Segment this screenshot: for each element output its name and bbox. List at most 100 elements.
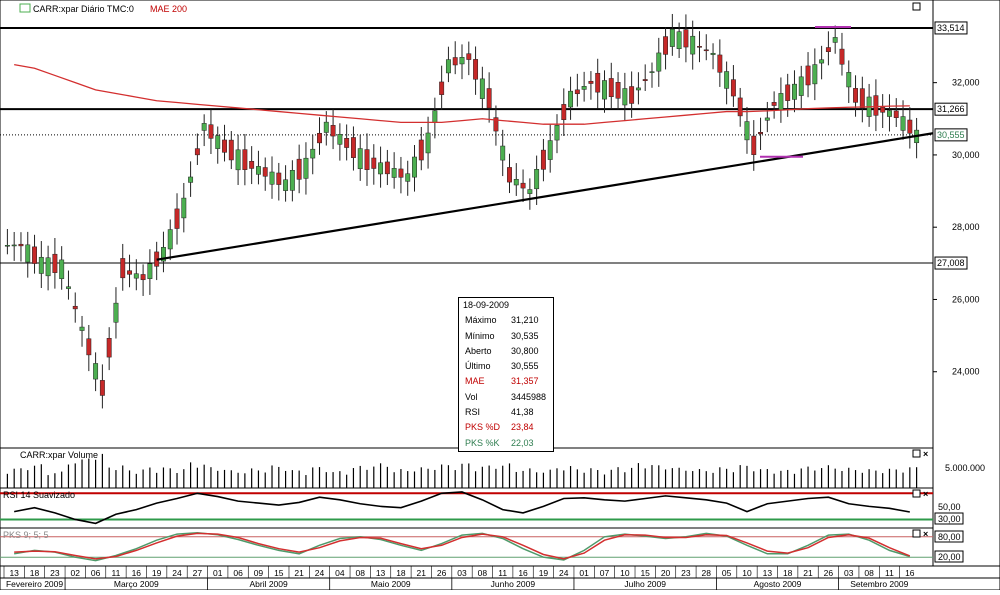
candle-body xyxy=(445,59,451,74)
candle-body xyxy=(880,106,886,113)
candle-body xyxy=(819,59,825,64)
tooltip-value: 30,555 xyxy=(511,361,539,372)
x-month-label: Setembro 2009 xyxy=(850,579,908,589)
candle-body xyxy=(907,119,913,134)
candle-body xyxy=(79,326,85,331)
candle-body xyxy=(52,253,58,273)
candle-body xyxy=(32,246,37,264)
maximize-icon[interactable] xyxy=(912,449,921,458)
x-day-label: 24 xyxy=(172,568,182,578)
x-month-label: Fevereiro 2009 xyxy=(6,579,63,589)
rsi-level-50: 50,00 xyxy=(938,502,961,512)
close-icon[interactable]: × xyxy=(923,449,928,459)
pks-level-80: 80,00 xyxy=(938,532,961,542)
candle-body xyxy=(737,97,743,117)
candle-body xyxy=(133,273,139,279)
close-icon[interactable]: × xyxy=(923,489,928,499)
candle-body xyxy=(459,57,465,65)
x-day-label: 01 xyxy=(579,568,589,578)
price-panel-controls[interactable] xyxy=(912,2,921,11)
candle-body xyxy=(113,302,119,323)
candle-body xyxy=(140,274,146,281)
candle-body xyxy=(391,168,397,178)
x-day-label: 07 xyxy=(600,568,610,578)
pks-panel-controls[interactable]: × xyxy=(912,529,928,539)
close-icon[interactable]: × xyxy=(923,529,928,539)
candle-body xyxy=(208,124,214,139)
candle-body xyxy=(493,117,499,132)
candle-body xyxy=(744,121,750,141)
candle-body xyxy=(513,179,519,186)
candle-body xyxy=(181,197,187,219)
x-day-label: 11 xyxy=(885,568,894,578)
x-day-label: 24 xyxy=(315,568,325,578)
pks-k-line xyxy=(14,531,911,562)
x-day-label: 03 xyxy=(457,568,467,578)
candle-body xyxy=(554,125,560,141)
x-day-label: 06 xyxy=(233,568,243,578)
candle-body xyxy=(242,149,248,170)
candle-body xyxy=(59,259,65,279)
candle-body xyxy=(792,83,797,100)
price-label-box xyxy=(934,102,968,116)
maximize-icon[interactable] xyxy=(912,2,921,11)
x-day-label: 06 xyxy=(91,568,101,578)
candle-body xyxy=(893,110,899,118)
candle-body xyxy=(384,161,390,175)
price-marks xyxy=(0,13,934,409)
x-day-label: 21 xyxy=(803,568,813,578)
rsi-panel-controls[interactable]: × xyxy=(912,489,928,499)
volume-panel xyxy=(0,447,934,489)
candle-body xyxy=(330,125,336,137)
price-label-box xyxy=(934,256,968,270)
x-day-label: 11 xyxy=(112,568,121,578)
volume-axis-label: 5.000.000 xyxy=(945,463,985,473)
volume-panel-controls[interactable]: × xyxy=(912,449,928,459)
candle-body xyxy=(540,149,546,170)
tooltip-row: Máximo 31,210 xyxy=(459,313,553,328)
price-label: 27,008 xyxy=(937,258,965,268)
x-day-label: 19 xyxy=(539,568,549,578)
axis-labels: 32,000 30,000 28,000 26,000 24,000 33,514 31,2… xyxy=(3,21,980,590)
candle-body xyxy=(418,139,424,161)
tooltip-row: Último 30,555 xyxy=(459,359,553,374)
rsi-level-30-box xyxy=(934,512,964,525)
candle-body xyxy=(235,149,241,171)
x-day-label: 16 xyxy=(518,568,528,578)
tooltip-row: Aberto 30,800 xyxy=(459,344,553,359)
x-month-label: Julho 2009 xyxy=(624,579,666,589)
candle-body xyxy=(371,157,377,169)
candle-body xyxy=(99,380,105,396)
x-day-label: 01 xyxy=(213,568,223,578)
pks-marks xyxy=(0,531,933,562)
candle-body xyxy=(568,90,574,108)
x-day-label: 11 xyxy=(498,568,507,578)
tooltip-value: 31,210 xyxy=(511,315,539,326)
x-day-label: 19 xyxy=(152,568,162,578)
x-day-label: 20 xyxy=(661,568,671,578)
candle-body xyxy=(161,247,166,262)
x-month-label: Abril 2009 xyxy=(249,579,288,589)
tooltip-rows: Máximo 31,210 Mínimo 30,535 Aberto 30,800 Últi… xyxy=(459,313,553,451)
pks-level-80-box xyxy=(934,530,964,543)
x-day-label: 13 xyxy=(376,568,386,578)
tooltip-value: 41,38 xyxy=(511,407,534,418)
x-day-label: 27 xyxy=(193,568,203,578)
x-day-label: 26 xyxy=(437,568,447,578)
candle-body xyxy=(276,172,282,185)
candle-body xyxy=(622,88,628,106)
candle-body xyxy=(66,286,71,289)
maximize-icon[interactable] xyxy=(912,529,921,538)
candle-body xyxy=(825,47,831,52)
maximize-icon[interactable] xyxy=(912,489,921,498)
candle-body xyxy=(785,84,791,101)
candle-body xyxy=(215,135,221,149)
candle-body xyxy=(520,182,526,189)
candle-body xyxy=(222,139,227,153)
price-label: 31,266 xyxy=(937,104,965,114)
candle-body xyxy=(771,102,777,106)
tooltip-value: 30,535 xyxy=(511,330,539,341)
pks-d-line xyxy=(14,532,911,560)
x-month-label: Maio 2009 xyxy=(371,579,411,589)
